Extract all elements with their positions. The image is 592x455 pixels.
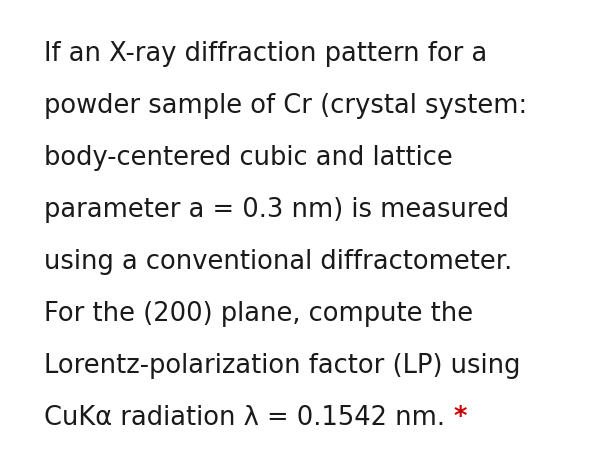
Text: If an X-ray diffraction pattern for a: If an X-ray diffraction pattern for a	[44, 41, 488, 67]
Text: For the (200) plane, compute the: For the (200) plane, compute the	[44, 300, 474, 326]
Text: using a conventional diffractometer.: using a conventional diffractometer.	[44, 248, 513, 274]
Text: CuKα radiation λ = 0.1542 nm.: CuKα radiation λ = 0.1542 nm.	[44, 404, 453, 430]
Text: body-centered cubic and lattice: body-centered cubic and lattice	[44, 145, 453, 171]
Text: Lorentz-polarization factor (LP) using: Lorentz-polarization factor (LP) using	[44, 352, 521, 378]
Text: powder sample of Cr (crystal system:: powder sample of Cr (crystal system:	[44, 93, 527, 119]
Text: *: *	[453, 404, 467, 430]
Text: parameter a = 0.3 nm) is measured: parameter a = 0.3 nm) is measured	[44, 197, 510, 222]
